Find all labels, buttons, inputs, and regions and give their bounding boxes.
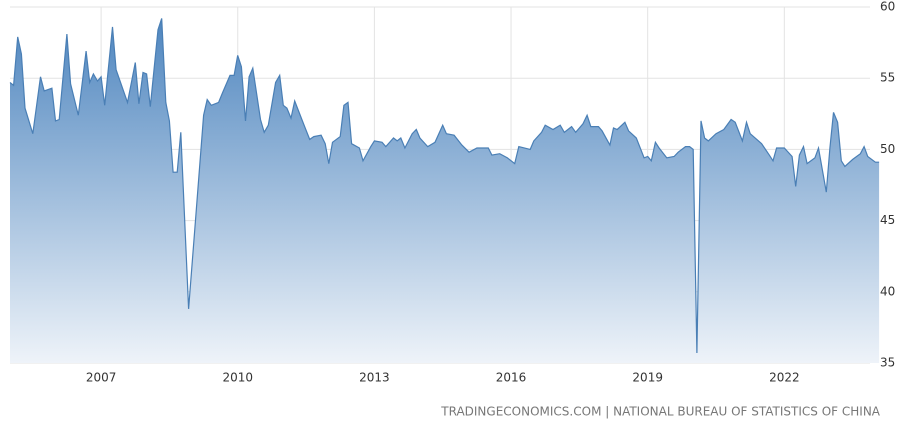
y-tick-label: 50 xyxy=(880,142,895,156)
y-tick-label: 60 xyxy=(880,0,895,14)
y-tick-label: 40 xyxy=(880,284,895,298)
line xyxy=(9,18,880,354)
y-tick-label: 55 xyxy=(880,71,895,85)
y-tick-label: 35 xyxy=(880,356,895,370)
x-tick-label: 2007 xyxy=(86,371,117,385)
y-tick-label: 45 xyxy=(880,213,895,227)
x-tick-label: 2013 xyxy=(359,371,390,385)
area xyxy=(10,18,880,364)
x-tick-label: 2010 xyxy=(222,371,253,385)
source: TRADINGECONOMICS.COM | NATIONAL BUREAU O… xyxy=(440,405,881,419)
x-tick-label: 2016 xyxy=(496,371,527,385)
x-tick-label: 2022 xyxy=(769,371,800,385)
x-tick-label: 2019 xyxy=(632,371,663,385)
